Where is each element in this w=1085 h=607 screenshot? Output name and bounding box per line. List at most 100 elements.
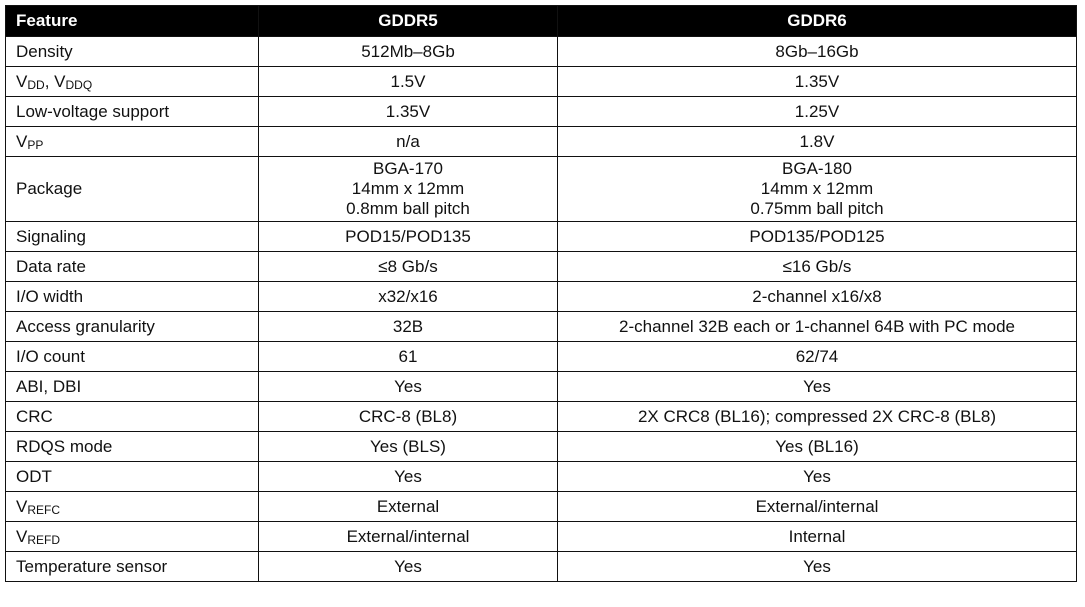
- gddr6-value: 1.25V: [794, 101, 840, 121]
- gddr5-cell: 32B: [258, 311, 558, 342]
- gddr5-cell: Yes: [258, 371, 558, 402]
- table-row: VDD, VDDQ 1.5V 1.35V: [5, 66, 1077, 97]
- feature-cell: ABI, DBI: [5, 371, 259, 402]
- feature-text: V: [16, 496, 28, 516]
- feature-text: Package: [16, 179, 83, 198]
- gddr5-value: 512Mb–8Gb: [361, 41, 455, 61]
- feature-subscript: REFC: [27, 502, 61, 517]
- gddr6-value: Yes: [803, 466, 831, 486]
- gddr6-cell: 2-channel x16/x8: [557, 281, 1077, 312]
- gddr6-cell: 1.25V: [557, 96, 1077, 127]
- feature-cell: I/O width: [5, 281, 259, 312]
- gddr5-cell: Yes (BLS): [258, 431, 558, 462]
- table-row: VPP n/a 1.8V: [5, 126, 1077, 157]
- gddr5-value: 1.5V: [390, 71, 426, 91]
- gddr6-value: 8Gb–16Gb: [775, 41, 859, 61]
- feature-cell: Density: [5, 36, 259, 67]
- feature-cell: Access granularity: [5, 311, 259, 342]
- feature-text: Density: [16, 41, 73, 61]
- gddr5-cell: ≤8 Gb/s: [258, 251, 558, 282]
- gddr5-cell: BGA-170 14mm x 12mm 0.8mm ball pitch: [258, 156, 558, 222]
- feature-text: V: [16, 71, 28, 91]
- feature-cell: CRC: [5, 401, 259, 432]
- feature-subscript: PP: [27, 137, 44, 152]
- table-row: Signaling POD15/POD135 POD135/POD125: [5, 221, 1077, 252]
- gddr6-cell: 8Gb–16Gb: [557, 36, 1077, 67]
- gddr6-cell: 2-channel 32B each or 1-channel 64B with…: [557, 311, 1077, 342]
- gddr6-cell: Internal: [557, 521, 1077, 552]
- feature-text: ABI, DBI: [16, 376, 82, 396]
- table-row: Access granularity 32B 2-channel 32B each …: [5, 311, 1077, 342]
- feature-cell: Package: [5, 156, 259, 222]
- gddr6-value: BGA-180: [782, 159, 852, 178]
- gddr5-value: 14mm x 12mm: [351, 179, 465, 198]
- gddr5-value: 32B: [392, 316, 424, 336]
- table-row: Package BGA-170 14mm x 12mm 0.8mm ball pitc…: [5, 156, 1077, 222]
- gddr6-value: Yes (BL16): [775, 436, 859, 456]
- feature-cell: VREFD: [5, 521, 259, 552]
- gddr6-value: 1.8V: [799, 131, 835, 151]
- gddr6-cell: ≤16 Gb/s: [557, 251, 1077, 282]
- gddr5-cell: 1.35V: [258, 96, 558, 127]
- gddr6-cell: BGA-180 14mm x 12mm 0.75mm ball pitch: [557, 156, 1077, 222]
- feature-cell: Signaling: [5, 221, 259, 252]
- feature-subscript: DD: [27, 77, 45, 92]
- table-row: CRC CRC-8 (BL8) 2X CRC8 (BL16); compressed…: [5, 401, 1077, 432]
- gddr6-value: ≤16 Gb/s: [782, 256, 852, 276]
- gddr6-value: 2-channel 32B each or 1-channel 64B with…: [619, 316, 1015, 336]
- gddr5-value: 0.8mm ball pitch: [346, 199, 470, 218]
- gddr5-value: ≤8 Gb/s: [378, 256, 438, 276]
- gddr5-cell: x32/x16: [258, 281, 558, 312]
- header-gddr6: GDDR6: [557, 5, 1077, 37]
- gddr5-value: 61: [398, 346, 418, 366]
- table-row: Data rate ≤8 Gb/s ≤16 Gb/s: [5, 251, 1077, 282]
- feature-text: V: [16, 526, 28, 546]
- feature-cell: VREFC: [5, 491, 259, 522]
- gddr6-cell: External/internal: [557, 491, 1077, 522]
- feature-cell: I/O count: [5, 341, 259, 372]
- gddr6-value: Yes: [803, 556, 831, 576]
- gddr5-cell: POD15/POD135: [258, 221, 558, 252]
- gddr5-value: Yes: [394, 466, 422, 486]
- feature-text: RDQS mode: [16, 436, 113, 456]
- gddr5-value: Yes: [394, 376, 422, 396]
- feature-text: ODT: [16, 466, 52, 486]
- feature-subscript: DDQ: [65, 77, 93, 92]
- gddr5-cell: CRC-8 (BL8): [258, 401, 558, 432]
- gddr6-cell: Yes: [557, 371, 1077, 402]
- gddr6-cell: Yes: [557, 551, 1077, 582]
- table-row: ABI, DBI Yes Yes: [5, 371, 1077, 402]
- gddr5-value: 1.35V: [385, 101, 431, 121]
- gddr6-cell: Yes: [557, 461, 1077, 492]
- gddr6-value: 2-channel x16/x8: [752, 286, 882, 306]
- gddr6-value: Internal: [788, 526, 846, 546]
- feature-text: Low-voltage support: [16, 101, 170, 121]
- table-row: VREFC External External/internal: [5, 491, 1077, 522]
- gddr6-cell: POD135/POD125: [557, 221, 1077, 252]
- gddr6-value: 2X CRC8 (BL16); compressed 2X CRC-8 (BL8…: [637, 406, 997, 426]
- gddr5-value: Yes (BLS): [370, 436, 446, 456]
- feature-text: CRC: [16, 406, 53, 426]
- gddr5-cell: External: [258, 491, 558, 522]
- feature-text: , V: [44, 71, 66, 91]
- header-gddr5: GDDR5: [258, 5, 558, 37]
- gddr5-value: Yes: [394, 556, 422, 576]
- gddr-comparison-table: Feature GDDR5 GDDR6 Density 512Mb–8Gb 8Gb–…: [5, 5, 1077, 582]
- table-body: Density 512Mb–8Gb 8Gb–16Gb VDD, VDDQ 1.5V 1.3…: [5, 36, 1077, 582]
- feature-cell: VPP: [5, 126, 259, 157]
- table-row: Temperature sensor Yes Yes: [5, 551, 1077, 582]
- feature-text: Data rate: [16, 256, 86, 276]
- feature-cell: Temperature sensor: [5, 551, 259, 582]
- gddr5-value: BGA-170: [373, 159, 443, 178]
- gddr6-value: External/internal: [755, 496, 879, 516]
- gddr6-cell: 2X CRC8 (BL16); compressed 2X CRC-8 (BL8…: [557, 401, 1077, 432]
- header-feature: Feature: [5, 5, 259, 37]
- table-row: VREFD External/internal Internal: [5, 521, 1077, 552]
- feature-cell: ODT: [5, 461, 259, 492]
- gddr6-value: 1.35V: [794, 71, 840, 91]
- feature-text: V: [16, 131, 28, 151]
- feature-cell: Low-voltage support: [5, 96, 259, 127]
- gddr6-cell: 1.8V: [557, 126, 1077, 157]
- gddr6-value: Yes: [803, 376, 831, 396]
- table-row: ODT Yes Yes: [5, 461, 1077, 492]
